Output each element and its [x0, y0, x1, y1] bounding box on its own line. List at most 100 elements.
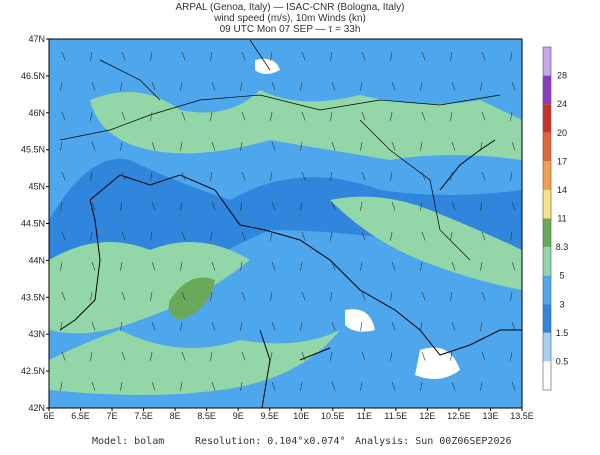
- wind-barb: [270, 351, 273, 361]
- wind-barb: [270, 51, 273, 61]
- footer-analysis: Analysis: Sun 00Z06SEP2026: [355, 436, 512, 447]
- y-tick-label: 45N: [28, 182, 45, 192]
- wind-barb: [60, 81, 63, 91]
- wind-barb: [151, 261, 156, 271]
- wind-barb: [420, 201, 423, 211]
- wind-barb: [241, 231, 246, 241]
- wind-barb: [331, 321, 336, 331]
- wind-barb: [271, 261, 276, 271]
- wind-barb: [480, 141, 483, 151]
- y-tick-label: 43N: [28, 329, 45, 339]
- wind-barb: [61, 111, 66, 121]
- wind-barb: [60, 141, 63, 151]
- wind-barb: [420, 381, 423, 391]
- colorbar-label: 0.5: [556, 356, 569, 366]
- colorbar-label: 5: [559, 271, 564, 281]
- wind-barb: [271, 381, 276, 391]
- colorbar-segment: [543, 189, 551, 219]
- wind-barb: [390, 351, 393, 361]
- colorbar-segment: [543, 218, 551, 248]
- wind-barb: [240, 381, 243, 391]
- wind-barb: [481, 51, 486, 61]
- wind-barb: [271, 81, 276, 91]
- colorbar-label: 20: [557, 128, 567, 138]
- wind-barb: [180, 261, 183, 271]
- wind-barb: [61, 171, 66, 181]
- wind-barb: [241, 291, 246, 301]
- wind-barb: [481, 351, 486, 361]
- x-tick-label: 11.5E: [384, 411, 407, 421]
- wind-barb: [480, 261, 483, 271]
- wind-barb: [270, 171, 273, 181]
- colorbar-label: 17: [557, 156, 567, 166]
- colorbar-segment: [543, 132, 551, 162]
- wind-barb: [330, 171, 333, 181]
- wind-barb: [510, 111, 513, 121]
- wind-barb: [421, 291, 426, 301]
- wind-barb: [390, 291, 393, 301]
- colorbar-label: 1.5: [556, 328, 569, 338]
- field-patch: [345, 309, 375, 332]
- y-tick-label: 42.5N: [21, 366, 45, 376]
- wind-barb: [331, 81, 336, 91]
- wind-barb: [121, 111, 126, 121]
- wind-barb: [180, 201, 183, 211]
- wind-barb: [91, 381, 96, 391]
- x-tick-label: 13.5E: [510, 411, 534, 421]
- wind-barb: [90, 291, 93, 301]
- wind-barb: [150, 51, 153, 61]
- wind-barb: [391, 141, 396, 151]
- wind-barb: [420, 81, 423, 91]
- wind-barb: [451, 201, 456, 211]
- wind-barb: [481, 171, 486, 181]
- wind-barb: [151, 381, 156, 391]
- wind-barb: [181, 351, 186, 361]
- y-tick-label: 45.5N: [21, 145, 45, 155]
- y-tick-label: 44N: [28, 255, 45, 265]
- wind-barb: [300, 201, 303, 211]
- wind-barb: [180, 141, 183, 151]
- colorbar-segment: [543, 47, 551, 76]
- wind-barb: [271, 321, 276, 331]
- wind-barb: [420, 261, 423, 271]
- wind-barb: [390, 51, 393, 61]
- wind-barb: [451, 321, 456, 331]
- wind-barb: [61, 51, 66, 61]
- wind-barb: [90, 171, 93, 181]
- map-field: [49, 39, 522, 408]
- wind-barb: [91, 81, 96, 91]
- wind-barb: [270, 231, 273, 241]
- footer-resolution: Resolution: 0.104°x0.074°: [195, 436, 346, 447]
- wind-barb: [331, 261, 336, 271]
- wind-barb: [211, 381, 216, 391]
- wind-barb: [511, 381, 516, 391]
- wind-barb: [510, 291, 513, 301]
- wind-barb: [210, 171, 213, 181]
- wind-barb: [240, 321, 243, 331]
- wind-barb: [301, 171, 306, 181]
- colorbar-frame: [542, 46, 552, 391]
- wind-barb: [510, 231, 513, 241]
- wind-barb: [150, 111, 153, 121]
- wind-barb: [301, 51, 306, 61]
- x-tick-label: 13E: [482, 411, 498, 421]
- wind-barb: [270, 111, 273, 121]
- wind-barb: [120, 81, 123, 91]
- x-tick-label: 10E: [293, 411, 309, 421]
- colorbar-segment: [543, 275, 551, 305]
- wind-barb: [300, 261, 303, 271]
- x-tick-label: 9.5E: [260, 411, 279, 421]
- wind-barb: [270, 291, 273, 301]
- wind-barb: [61, 231, 66, 241]
- wind-barb: [301, 291, 306, 301]
- wind-barb: [300, 381, 303, 391]
- wind-barb: [390, 171, 393, 181]
- wind-barb: [60, 201, 63, 211]
- field-patch: [415, 347, 460, 379]
- x-tick-label: 7.5E: [134, 411, 153, 421]
- wind-barb: [480, 321, 483, 331]
- wind-barb: [390, 231, 393, 241]
- wind-barb: [451, 261, 456, 271]
- wind-barb: [330, 291, 333, 301]
- wind-barb: [180, 381, 183, 391]
